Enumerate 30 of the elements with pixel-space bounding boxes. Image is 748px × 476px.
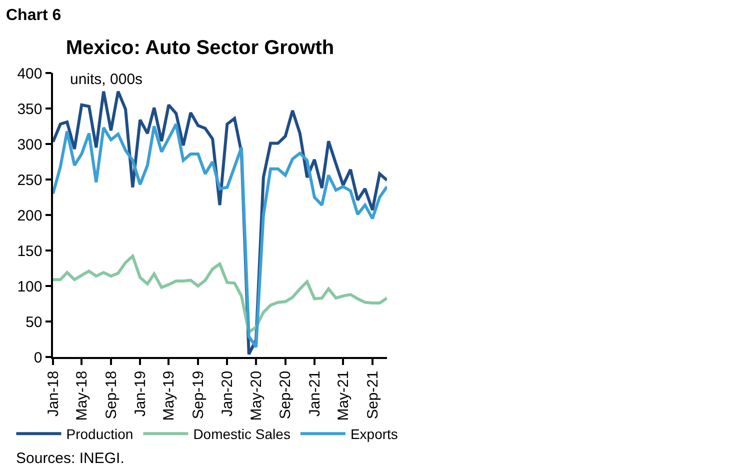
caption: Chart 6	[6, 7, 62, 24]
legend-label: Exports	[350, 426, 398, 442]
x-tick-label: May-18	[74, 370, 91, 421]
x-tick-label: Sep-21	[364, 370, 382, 420]
legend-label: Production	[66, 426, 134, 442]
x-tick-label: Jan-20	[219, 370, 236, 417]
x-tick-label: Jan-21	[306, 370, 324, 417]
x-tick-label: Sep-18	[102, 370, 120, 420]
x-tick-label: Sep-19	[190, 370, 207, 420]
x-tick-label: May-21	[334, 370, 352, 421]
y-tick-label: 0	[34, 349, 42, 366]
y-tick-label: 100	[17, 278, 42, 296]
x-tick-label: Sep-20	[277, 370, 294, 420]
chart-title: Mexico: Auto Sector Growth	[66, 37, 334, 59]
y-axis-title: units, 000s	[70, 71, 143, 88]
x-tick-label: Jan-19	[132, 370, 149, 417]
y-tick-label: 250	[17, 172, 42, 189]
y-tick-label: 350	[17, 100, 42, 118]
y-tick-label: 150	[17, 242, 42, 260]
x-tick-label: May-20	[248, 370, 265, 421]
line-series	[53, 122, 387, 349]
source-note: Sources: INEGI.	[16, 450, 124, 467]
line-series	[53, 254, 387, 334]
y-tick-label: 200	[17, 207, 42, 224]
x-tick-label: May-19	[160, 370, 178, 421]
x-tick-label: Jan-18	[44, 370, 62, 417]
legend-label: Domestic Sales	[193, 426, 290, 442]
y-tick-label: 300	[17, 136, 42, 154]
y-tick-label: 50	[26, 314, 42, 331]
y-tick-label: 400	[17, 65, 42, 82]
